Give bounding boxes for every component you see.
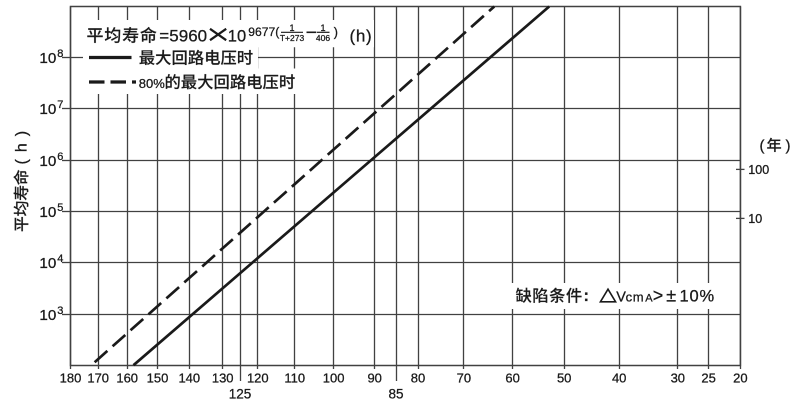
svg-text:80%: 80% bbox=[139, 76, 165, 91]
svg-text:90: 90 bbox=[367, 370, 381, 385]
svg-text:10: 10 bbox=[39, 255, 56, 272]
svg-text:5960: 5960 bbox=[169, 27, 207, 46]
svg-text:4: 4 bbox=[57, 253, 63, 265]
svg-text:85: 85 bbox=[388, 387, 403, 402]
svg-text:100: 100 bbox=[323, 370, 345, 385]
svg-text:10: 10 bbox=[748, 212, 762, 226]
svg-text:±: ± bbox=[666, 286, 676, 306]
svg-text:70: 70 bbox=[457, 370, 471, 385]
svg-text:406: 406 bbox=[316, 33, 330, 43]
svg-text:100: 100 bbox=[748, 163, 769, 177]
svg-text:8: 8 bbox=[57, 48, 63, 60]
svg-text:(: ( bbox=[760, 138, 765, 155]
svg-text:>: > bbox=[653, 286, 664, 306]
svg-text:10%: 10% bbox=[680, 288, 715, 306]
svg-text::: : bbox=[584, 287, 590, 305]
svg-text:10: 10 bbox=[39, 307, 56, 324]
svg-text:80: 80 bbox=[411, 370, 425, 385]
svg-text:(h): (h) bbox=[14, 124, 31, 165]
svg-text:A: A bbox=[645, 293, 653, 305]
svg-text:6: 6 bbox=[57, 151, 63, 163]
svg-text:25: 25 bbox=[701, 370, 715, 385]
svg-text:110: 110 bbox=[284, 370, 305, 385]
svg-text:140: 140 bbox=[178, 370, 200, 385]
svg-text:20: 20 bbox=[733, 370, 747, 385]
svg-text:30: 30 bbox=[671, 370, 685, 385]
svg-text:125: 125 bbox=[229, 387, 252, 402]
svg-text:10: 10 bbox=[39, 153, 56, 170]
svg-text:10: 10 bbox=[39, 204, 56, 221]
svg-text:=: = bbox=[159, 27, 169, 46]
svg-text:170: 170 bbox=[87, 370, 109, 385]
svg-text:60: 60 bbox=[505, 370, 519, 385]
svg-text:50: 50 bbox=[557, 370, 571, 385]
svg-text:cm: cm bbox=[626, 290, 645, 305]
svg-text:40: 40 bbox=[612, 370, 626, 385]
svg-text:130: 130 bbox=[212, 370, 234, 385]
svg-text:): ) bbox=[786, 138, 791, 155]
svg-text:150: 150 bbox=[147, 370, 169, 385]
svg-text:10: 10 bbox=[39, 101, 56, 118]
svg-text:5: 5 bbox=[57, 202, 63, 214]
svg-text:160: 160 bbox=[116, 370, 138, 385]
svg-text:120: 120 bbox=[247, 370, 269, 385]
svg-text:T+273: T+273 bbox=[280, 33, 305, 43]
svg-text:10: 10 bbox=[228, 28, 246, 46]
svg-text:180: 180 bbox=[60, 370, 82, 385]
svg-text:1: 1 bbox=[289, 23, 294, 33]
svg-text:7: 7 bbox=[57, 99, 63, 111]
svg-text:9677(: 9677( bbox=[248, 25, 279, 39]
svg-text:V: V bbox=[616, 290, 626, 306]
svg-text:3: 3 bbox=[57, 305, 63, 317]
svg-text:(h): (h) bbox=[350, 27, 373, 46]
svg-text:1: 1 bbox=[320, 23, 325, 33]
svg-text:): ) bbox=[334, 26, 338, 40]
svg-text:10: 10 bbox=[39, 50, 56, 67]
